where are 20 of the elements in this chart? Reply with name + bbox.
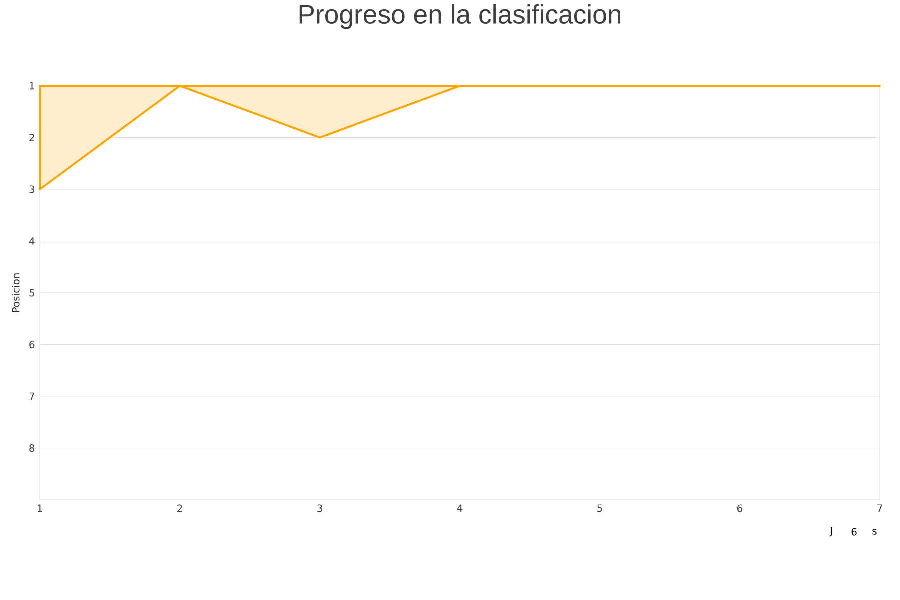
y-tick-label: 2 [30, 134, 34, 142]
y-tick-label: 6 [30, 340, 35, 349]
text: 6 [852, 528, 857, 536]
y-tick-label: 3 [30, 186, 34, 194]
y-tick-label: 1 [30, 82, 34, 90]
text: s [872, 529, 877, 535]
y-axis-title: Posicion [12, 274, 20, 312]
x-tick-label: 6 [738, 504, 743, 512]
x-tick-label: 4 [457, 504, 463, 512]
y-tick-label: 8 [30, 444, 35, 452]
x-tick-label: 3 [318, 504, 322, 512]
chart-title: Progreso en la clasificacion [300, 4, 620, 30]
x-tick-label: 2 [178, 504, 182, 512]
y-tick-label: 4 [29, 238, 35, 245]
x-tick-label: 1 [38, 504, 42, 512]
y-tick-label: 7 [30, 392, 34, 400]
text: J [830, 527, 832, 537]
x-tick-label: 5 [598, 504, 602, 512]
y-tick-label: 5 [30, 289, 34, 297]
x-tick-label: 7 [878, 504, 882, 512]
